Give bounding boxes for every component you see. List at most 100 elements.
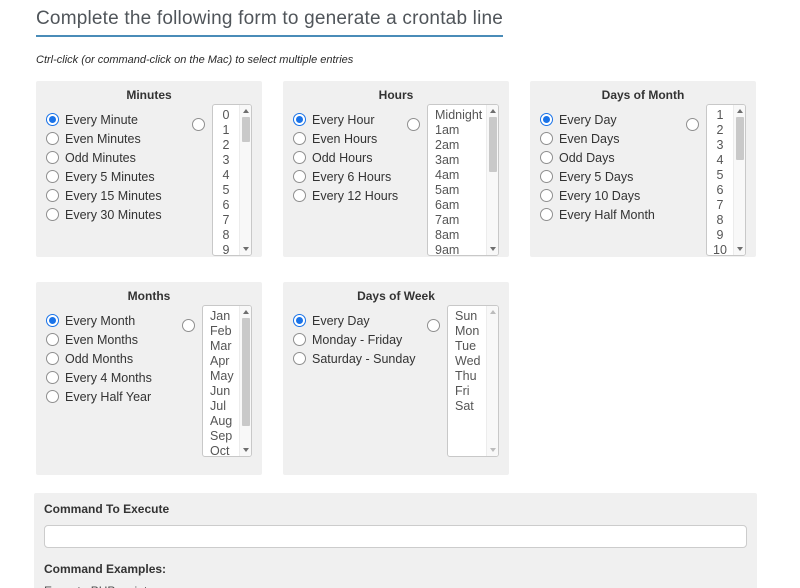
radio-option-every-minute[interactable]: Every Minute (46, 110, 192, 129)
list-item[interactable]: 1 (716, 108, 724, 122)
radio-option-every-day[interactable]: Every Day (540, 110, 686, 129)
list-item[interactable]: 1am (435, 123, 460, 137)
list-item[interactable]: 2 (222, 138, 230, 152)
radio-option-odd-hours[interactable]: Odd Hours (293, 148, 407, 167)
scrollbar-thumb[interactable] (241, 318, 250, 426)
list-item[interactable]: 2am (435, 138, 460, 152)
radio-option-every-half-year[interactable]: Every Half Year (46, 387, 182, 406)
scroll-down-arrow-icon[interactable] (487, 243, 498, 255)
scroll-up-arrow-icon[interactable] (240, 105, 251, 117)
radio-option-every-5-days[interactable]: Every 5 Days (540, 167, 686, 186)
list-item[interactable]: Thu (455, 369, 477, 383)
radio-button-icon[interactable] (540, 151, 553, 164)
hours-custom-list-radio[interactable] (407, 118, 420, 131)
radio-button-icon[interactable] (46, 189, 59, 202)
radio-button-icon[interactable] (293, 314, 306, 327)
months-scrollbar[interactable] (239, 306, 251, 456)
radio-option-even-days[interactable]: Even Days (540, 129, 686, 148)
radio-button-icon[interactable] (540, 208, 553, 221)
days-of-week-listbox[interactable]: Sun Mon Tue Wed Thu Fri Sat (447, 305, 499, 457)
months-listbox[interactable]: Jan Feb Mar Apr May Jun Jul Aug Sep Oct (202, 305, 252, 457)
list-item[interactable]: 3 (716, 138, 724, 152)
command-input[interactable] (44, 525, 747, 548)
radio-button-icon[interactable] (46, 132, 59, 145)
radio-option-every-15-minutes[interactable]: Every 15 Minutes (46, 186, 192, 205)
list-item[interactable]: 6 (222, 198, 230, 212)
list-item[interactable]: 6am (435, 198, 460, 212)
radio-button-icon[interactable] (46, 371, 59, 384)
radio-button-icon[interactable] (293, 352, 306, 365)
list-item[interactable]: Mar (210, 339, 232, 353)
list-item[interactable]: Jun (210, 384, 231, 398)
list-item[interactable]: Tue (455, 339, 477, 353)
list-item[interactable]: 8 (222, 228, 230, 242)
list-item[interactable]: 6 (716, 183, 724, 197)
scroll-down-arrow-icon[interactable] (240, 444, 251, 456)
list-item[interactable]: Sun (455, 309, 478, 323)
days-of-month-listbox[interactable]: 1 2 3 4 5 6 7 8 9 10 (706, 104, 746, 256)
radio-option-even-minutes[interactable]: Even Minutes (46, 129, 192, 148)
radio-button-icon[interactable] (293, 170, 306, 183)
radio-option-even-hours[interactable]: Even Hours (293, 129, 407, 148)
list-item[interactable]: 5 (222, 183, 230, 197)
list-item[interactable]: 2 (716, 123, 724, 137)
scroll-up-arrow-icon[interactable] (734, 105, 745, 117)
radio-button-icon[interactable] (293, 333, 306, 346)
list-item[interactable]: Apr (210, 354, 230, 368)
list-item[interactable]: 3am (435, 153, 460, 167)
list-item[interactable]: 3 (222, 153, 230, 167)
list-item[interactable]: 4 (716, 153, 724, 167)
radio-button-icon[interactable] (46, 208, 59, 221)
radio-option-saturday-sunday[interactable]: Saturday - Sunday (293, 349, 427, 368)
radio-button-icon[interactable] (293, 189, 306, 202)
radio-option-every-5-minutes[interactable]: Every 5 Minutes (46, 167, 192, 186)
list-item[interactable]: 10 (713, 243, 727, 255)
list-item[interactable]: 4 (222, 168, 230, 182)
radio-button-icon[interactable] (293, 113, 306, 126)
radio-button-icon[interactable] (46, 151, 59, 164)
list-item[interactable]: Jul (210, 399, 226, 413)
list-item[interactable]: Jan (210, 309, 231, 323)
list-item[interactable]: Wed (455, 354, 481, 368)
scroll-down-arrow-icon[interactable] (734, 243, 745, 255)
radio-option-every-half-month[interactable]: Every Half Month (540, 205, 686, 224)
radio-option-every-month[interactable]: Every Month (46, 311, 182, 330)
radio-option-odd-days[interactable]: Odd Days (540, 148, 686, 167)
scrollbar-track[interactable] (734, 117, 745, 243)
list-item[interactable]: 1 (222, 123, 230, 137)
radio-button-icon[interactable] (46, 314, 59, 327)
radio-option-every-4-months[interactable]: Every 4 Months (46, 368, 182, 387)
list-item[interactable]: Sep (210, 429, 233, 443)
days-of-week-custom-list-radio[interactable] (427, 319, 440, 332)
radio-button-icon[interactable] (540, 113, 553, 126)
days-of-month-custom-list-radio[interactable] (686, 118, 699, 131)
radio-button-icon[interactable] (46, 113, 59, 126)
radio-button-icon[interactable] (540, 189, 553, 202)
list-item[interactable]: 8am (435, 228, 460, 242)
radio-option-even-months[interactable]: Even Months (46, 330, 182, 349)
radio-option-odd-months[interactable]: Odd Months (46, 349, 182, 368)
list-item[interactable]: Oct (210, 444, 230, 456)
days-of-month-scrollbar[interactable] (733, 105, 745, 255)
radio-button-icon[interactable] (46, 390, 59, 403)
radio-button-icon[interactable] (46, 170, 59, 183)
scrollbar-thumb[interactable] (488, 117, 497, 172)
scroll-up-arrow-icon[interactable] (487, 306, 498, 318)
list-item[interactable]: Feb (210, 324, 232, 338)
list-item[interactable]: 0 (222, 108, 230, 122)
list-item[interactable]: Fri (455, 384, 470, 398)
radio-option-every-day[interactable]: Every Day (293, 311, 427, 330)
radio-button-icon[interactable] (46, 352, 59, 365)
hours-listbox[interactable]: Midnight 1am 2am 3am 4am 5am 6am 7am 8am 9am (427, 104, 499, 256)
scroll-down-arrow-icon[interactable] (240, 243, 251, 255)
radio-button-icon[interactable] (293, 151, 306, 164)
scrollbar-track[interactable] (487, 318, 498, 444)
list-item[interactable]: 8 (716, 213, 724, 227)
scroll-down-arrow-icon[interactable] (487, 444, 498, 456)
radio-option-monday-friday[interactable]: Monday - Friday (293, 330, 427, 349)
months-custom-list-radio[interactable] (182, 319, 195, 332)
list-item[interactable]: 5 (716, 168, 724, 182)
days-of-week-scrollbar[interactable] (486, 306, 498, 456)
list-item[interactable]: 5am (435, 183, 460, 197)
